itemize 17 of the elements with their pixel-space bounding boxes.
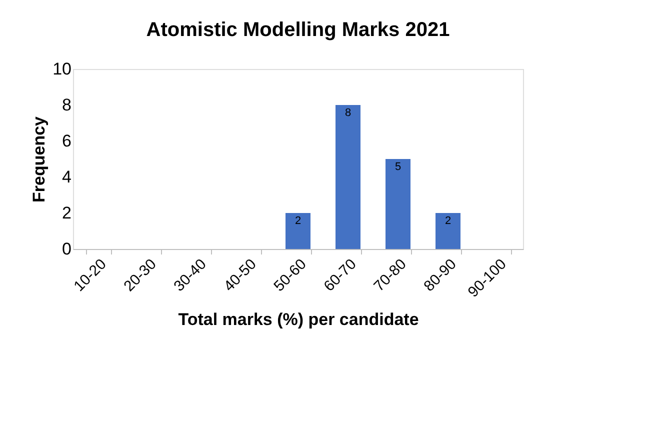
data-label: 2 xyxy=(294,215,302,227)
data-label: 8 xyxy=(344,107,352,119)
bar xyxy=(336,105,360,249)
data-label: 5 xyxy=(394,161,402,173)
chart-title: Atomistic Modelling Marks 2021 xyxy=(146,19,450,41)
y-tick-label: 8 xyxy=(62,96,72,114)
bar xyxy=(386,159,410,249)
y-tick-label: 10 xyxy=(52,60,72,78)
y-axis-title: Frequency xyxy=(30,116,49,202)
y-tick-label: 6 xyxy=(62,132,72,150)
data-label: 2 xyxy=(444,215,452,227)
y-tick-label: 4 xyxy=(62,168,72,186)
y-tick-label: 2 xyxy=(62,204,72,222)
bar xyxy=(286,213,310,249)
x-axis-title: Total marks (%) per candidate xyxy=(178,310,419,330)
y-tick-label: 0 xyxy=(62,240,72,258)
bar xyxy=(436,213,460,249)
